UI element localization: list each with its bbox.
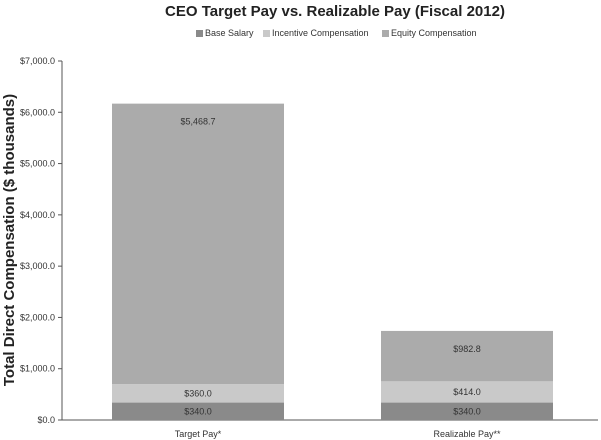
bar-segment [381,330,553,382]
bar-segment [112,402,284,420]
legend-entry: Base Salary [205,28,254,38]
bar-segment [381,402,553,420]
y-axis-label: Total Direct Compensation ($ thousands) [1,94,18,386]
y-tick-label: $7,000.0 [20,56,55,66]
bars [112,103,553,420]
data-label: $360.0 [184,388,212,398]
y-tick-label: $2,000.0 [20,312,55,322]
legend-entry: Equity Compensation [391,28,477,38]
data-label: $340.0 [453,406,481,416]
category-label: Realizable Pay** [433,429,501,439]
y-tick-label: $3,000.0 [20,261,55,271]
bar-segment [112,103,284,385]
legend: Base Salary Incentive Compensation Equity … [196,28,477,38]
category-label: Target Pay* [175,429,222,439]
data-label: $414.0 [453,387,481,397]
legend-entry: Incentive Compensation [272,28,369,38]
bar-segment [381,381,553,403]
data-label: $982.8 [453,344,481,354]
legend-swatch [263,30,270,37]
chart-title: CEO Target Pay vs. Realizable Pay (Fisca… [165,3,505,20]
y-tick-label: $0.0 [37,415,55,425]
y-tick-label: $6,000.0 [20,107,55,117]
data-label: $5,468.7 [180,117,215,127]
legend-swatch [382,30,389,37]
y-tick-label: $5,000.0 [20,159,55,169]
y-tick-label: $4,000.0 [20,210,55,220]
bar-segment [112,384,284,403]
data-labels: $340.0 $360.0 $5,468.7 $340.0 $414.0 $982.8 [180,117,480,417]
data-label: $340.0 [184,406,212,416]
y-tick-label: $1,000.0 [20,364,55,374]
category-labels: Target Pay* Realizable Pay** [175,429,501,439]
legend-swatch [196,30,203,37]
